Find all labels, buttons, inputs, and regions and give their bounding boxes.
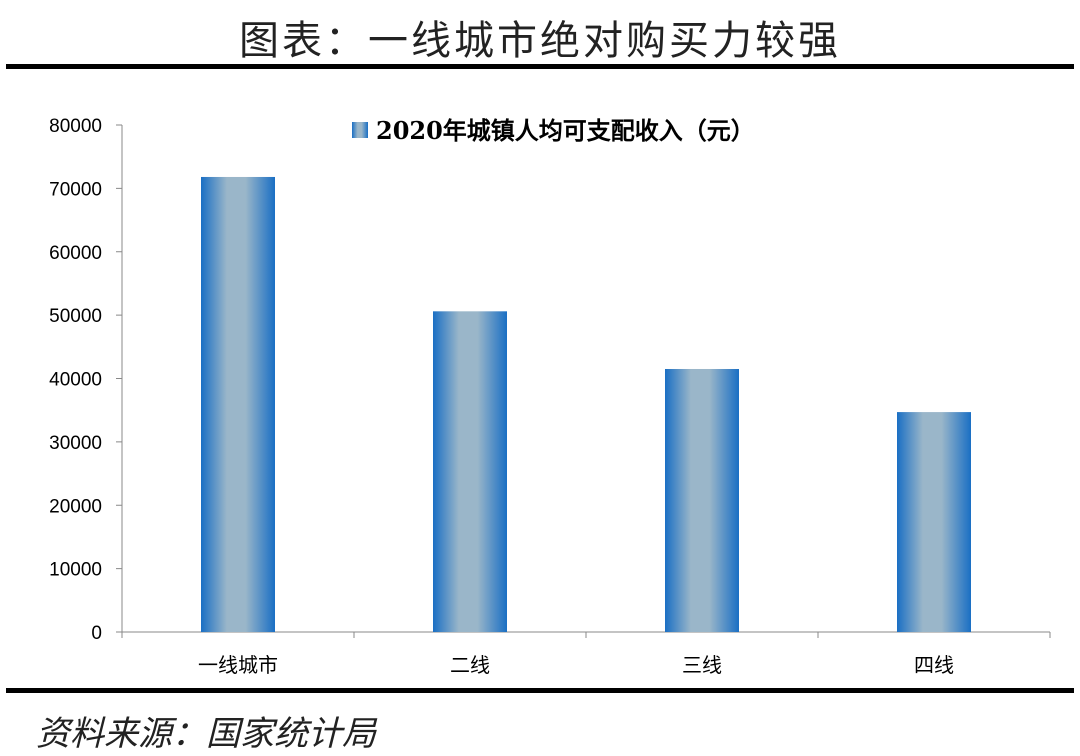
legend-swatch: [352, 122, 368, 138]
y-tick-label: 30000: [49, 433, 102, 454]
top-divider: [6, 64, 1074, 69]
y-tick-label: 80000: [49, 116, 102, 137]
y-tick-label: 10000: [49, 560, 102, 581]
y-tick-label: 40000: [49, 370, 102, 391]
x-tick-label: 一线城市: [198, 653, 278, 677]
x-tick-label: 三线: [682, 653, 722, 677]
source-note: 资料来源：国家统计局: [36, 714, 376, 754]
legend: 2020年城镇人均可支配收入（元）: [352, 116, 755, 145]
x-tick-label: 二线: [450, 653, 490, 677]
bar-1: [201, 176, 275, 632]
y-tick-label: 60000: [49, 243, 102, 264]
legend-label: 2020年城镇人均可支配收入（元）: [376, 116, 755, 145]
bar-2: [433, 311, 507, 632]
y-tick-label: 0: [91, 623, 102, 644]
page-title: 图表：一线城市绝对购买力较强: [239, 18, 841, 64]
bar-4: [897, 412, 971, 632]
y-tick-label: 70000: [49, 179, 102, 200]
bottom-divider: [6, 688, 1074, 693]
y-tick-label: 50000: [49, 306, 102, 327]
x-tick-label: 四线: [914, 653, 954, 677]
y-tick-label: 20000: [49, 496, 102, 517]
bar-3: [665, 368, 739, 632]
